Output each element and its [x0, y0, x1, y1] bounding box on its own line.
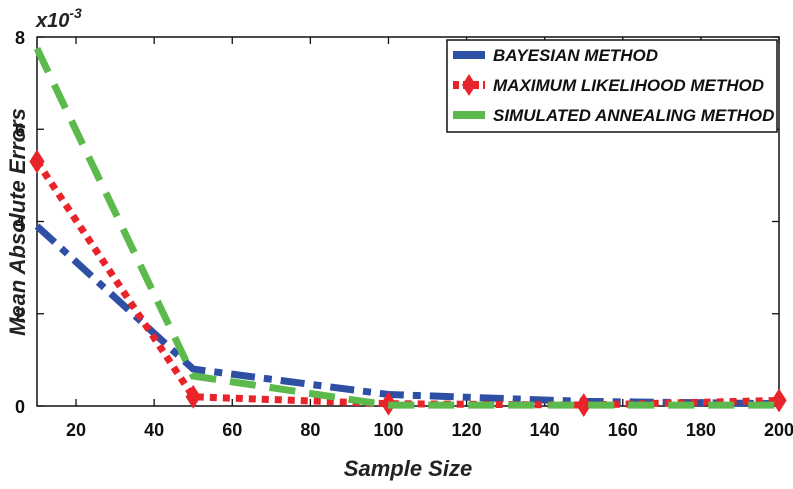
legend-label: BAYESIAN METHOD: [493, 46, 658, 65]
y-tick-label: 8: [15, 28, 25, 48]
x-tick-label: 200: [764, 420, 793, 440]
legend-label: MAXIMUM LIKELIHOOD METHOD: [493, 76, 764, 95]
data-point: [583, 404, 585, 406]
data-point: [185, 384, 201, 409]
y-tick-label: 6: [15, 120, 25, 140]
data-point: [778, 404, 780, 406]
x-tick-label: 140: [530, 420, 560, 440]
legend-box: [446, 39, 778, 133]
data-point: [36, 225, 38, 227]
y-tick-label: 2: [15, 305, 25, 325]
legend: BAYESIAN METHOD MAXIMUM LIKELIHOOD METHOD…: [446, 39, 778, 133]
axis-ticks: 20 40 60 80 100 120 140 160 180 200 0 2 4 6 8: [15, 28, 793, 440]
y-tick-label: 0: [15, 397, 25, 417]
x-axis-label: Sample Size: [344, 456, 472, 481]
legend-marker: [462, 74, 476, 96]
data-point: [192, 375, 194, 377]
x-tick-label: 100: [373, 420, 403, 440]
x-tick-label: 20: [66, 420, 86, 440]
data-point: [387, 404, 389, 406]
data-point: [771, 388, 787, 413]
x-tick-label: 80: [300, 420, 320, 440]
y-tick-label: 4: [15, 213, 25, 233]
x-tick-label: 40: [144, 420, 164, 440]
series-line-1: [34, 159, 780, 409]
data-point: [36, 48, 38, 50]
series-layer: [29, 47, 787, 418]
x-tick-label: 160: [608, 420, 638, 440]
x-tick-label: 180: [686, 420, 716, 440]
data-point: [192, 368, 194, 370]
y-exponent-label: x10-3: [35, 5, 82, 32]
x-tick-label: 60: [222, 420, 242, 440]
data-point: [29, 149, 45, 174]
y-axis-label: Mean Absolute Errors: [5, 108, 30, 336]
series-line-0: [34, 223, 780, 408]
x-tick-label: 120: [452, 420, 482, 440]
legend-label: SIMULATED ANNEALING METHOD: [493, 106, 774, 125]
